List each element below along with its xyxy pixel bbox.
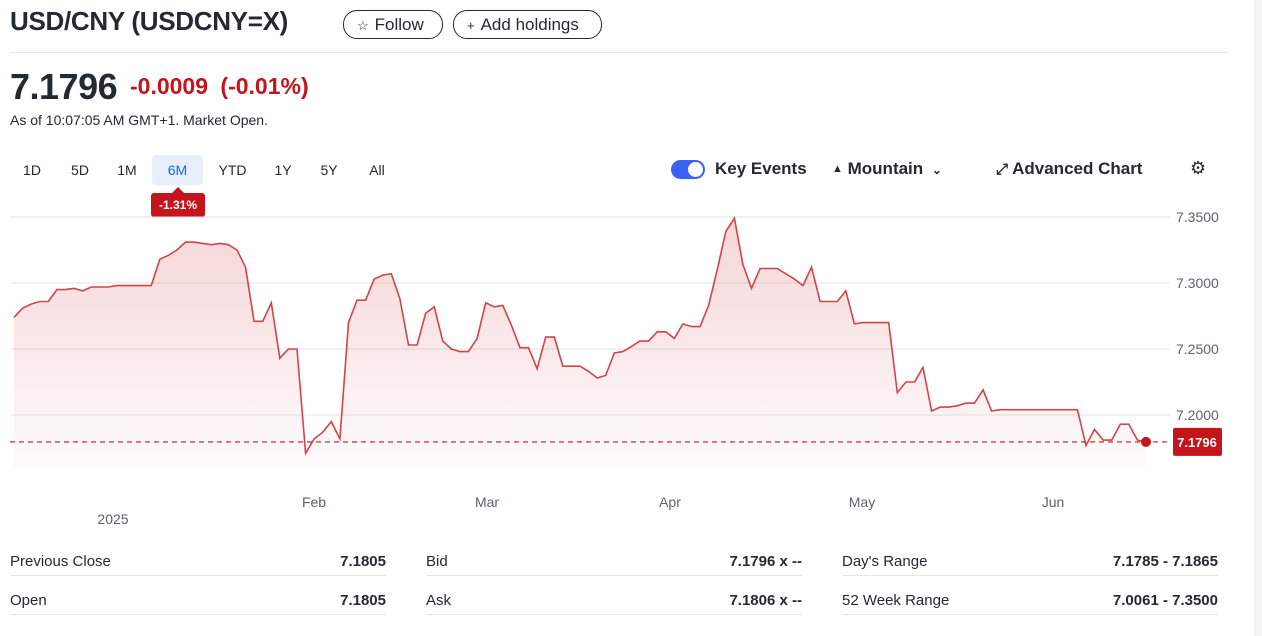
range-6m-tab[interactable]: 6M [152,155,203,185]
advanced-chart-button[interactable]: ⤢ Advanced Chart [996,159,1142,179]
stat-value: 7.1796 x -- [729,553,802,570]
stat-divider [426,575,802,576]
current-price: 7.1796 [10,66,118,107]
stat-label: 52 Week Range [842,592,950,609]
stat-value: 7.1785 - 7.1865 [1112,553,1218,570]
stat-divider [842,575,1218,576]
stat-divider [10,614,386,615]
key-events-label[interactable]: Key Events [715,159,807,178]
stat-divider [426,614,802,615]
current-price-tag [1173,427,1222,456]
range-1d-tab[interactable]: 1D [23,162,41,178]
range-change-badge: -1.31% [151,187,205,217]
mountain-icon: ▲ [832,163,843,175]
stat-value: 7.0061 - 7.3500 [1112,592,1218,609]
change-percent: (-0.01%) [220,73,309,99]
range-ytd-tab[interactable]: YTD [218,162,247,178]
x-tick-label: Jun [1042,494,1065,510]
y-tick-label: 7.2000 [1176,407,1219,423]
current-price-label: 7.1796 [1177,435,1217,450]
stat-divider [10,575,386,576]
range-all-tab[interactable]: All [369,162,385,178]
x-tick-label: Mar [475,494,499,510]
advanced-chart-label: Advanced Chart [1012,159,1143,178]
stat-value: 7.1806 x -- [729,592,802,609]
toggle-knob [688,162,703,177]
change-value: -0.0009 [130,73,209,99]
stat-label: Ask [426,592,452,609]
range-1m-tab[interactable]: 1M [117,162,137,178]
x-tick-label: Apr [659,494,681,510]
add-holdings-label: Add holdings [480,15,579,34]
stat-value: 7.1805 [340,592,386,609]
y-tick-label: 7.3000 [1176,275,1219,291]
stat-label: Previous Close [10,553,111,570]
x-tick-label: Feb [302,494,326,510]
follow-label: Follow [374,15,424,34]
expand-icon: ⤢ [996,161,1009,178]
chevron-down-icon: ⌄ [931,163,942,177]
gear-icon[interactable]: ⚙ [1190,158,1207,178]
star-icon: ☆ [357,18,369,33]
stat-divider [842,614,1218,615]
follow-button[interactable]: ☆ Follow [343,10,443,39]
x-tick-label: May [849,494,875,510]
plus-icon: + [467,18,475,33]
stat-label: Bid [426,553,448,570]
page-scrollbar[interactable] [1254,0,1262,636]
y-tick-label: 7.2500 [1176,341,1219,357]
chart-type-dropdown[interactable]: ▲ Mountain ⌄ [832,159,942,179]
price-area [14,218,1146,470]
key-events-toggle[interactable] [671,160,705,179]
range-1y-tab[interactable]: 1Y [274,162,292,178]
as-of-timestamp: As of 10:07:05 AM GMT+1. Market Open. [10,112,268,128]
range-5y-tab[interactable]: 5Y [320,162,338,178]
add-holdings-button[interactable]: + Add holdings [453,10,602,39]
stat-label: Open [10,592,47,609]
year-label: 2025 [97,511,128,527]
price-chart[interactable]: 7.3500 7.3000 7.2500 7.2000 7.1796 Feb Mar Apr M… [0,200,1250,530]
range-5d-tab[interactable]: 5D [71,162,89,178]
current-price-marker [1141,436,1151,447]
price-line [13,216,1147,456]
stat-label: Day's Range [842,553,928,570]
chart-type-label: Mountain [847,159,924,178]
stat-value: 7.1805 [340,553,386,570]
price-change: -0.0009 (-0.01%) [130,73,309,100]
header-divider [10,52,1228,53]
page-title: USD/CNY (USDCNY=X) [10,6,288,36]
y-tick-label: 7.3500 [1176,209,1219,225]
